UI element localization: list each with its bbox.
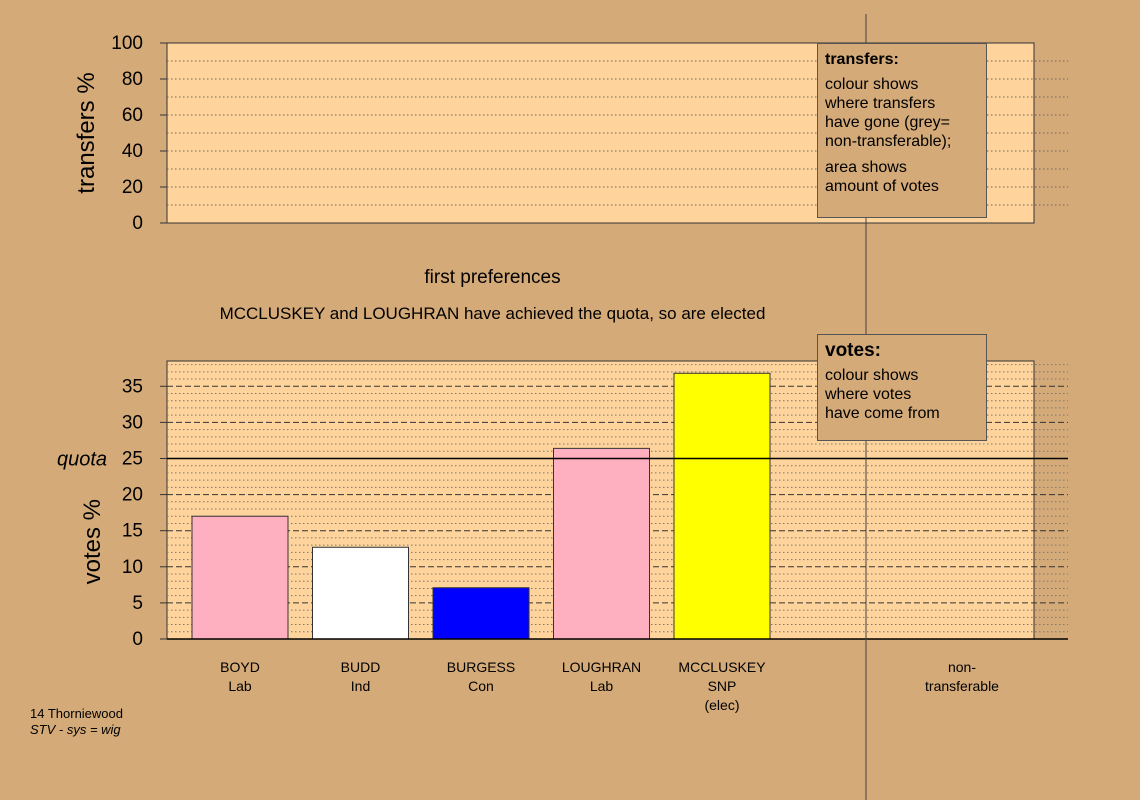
chart-subtitle: MCCLUSKEY and LOUGHRAN have achieved the… [219, 304, 766, 323]
votes-legend-line: colour shows [825, 367, 919, 384]
candidate-label: LOUGHRAN Lab [532, 658, 672, 696]
votes-y-tick-label: 35 [122, 376, 143, 397]
candidate-party: Ind [350, 678, 371, 694]
transfers-y-tick-label: 20 [122, 177, 143, 198]
bar-boyd [191, 515, 289, 640]
candidate-name: BUDD [340, 659, 381, 675]
votes-y-axis-label: votes % [79, 499, 106, 584]
transfers-legend-title: transfers: [825, 51, 899, 68]
nontransferable-label: non- transferable [892, 658, 1032, 696]
candidate-name: BURGESS [446, 659, 516, 675]
ward-name: 14 Thorniewood [30, 706, 123, 721]
votes-y-tick-label: 15 [122, 521, 143, 542]
transfers-y-tick-label: 100 [111, 33, 143, 54]
candidate-name: BOYD [220, 659, 260, 675]
nontransferable-label-line: transferable [925, 678, 999, 694]
nontransferable-label-line: non- [947, 659, 977, 675]
votes-y-tick-label: 10 [122, 557, 143, 578]
candidate-label: BOYD Lab [170, 658, 310, 696]
transfers-legend-line: amount of votes [825, 178, 939, 195]
candidate-name: MCCLUSKEY [678, 659, 766, 675]
candidate-name: LOUGHRAN [561, 659, 642, 675]
votes-legend-line: where votes [825, 386, 912, 403]
transfers-y-tick-label: 0 [132, 213, 143, 234]
bar-mccluskey [673, 372, 771, 640]
chart-title: first preferences [424, 267, 561, 288]
transfers-y-axis-label: transfers % [73, 72, 100, 193]
bar-loughran [553, 447, 650, 640]
transfers-y-tick-label: 80 [122, 69, 143, 90]
votes-legend-line: have come from [825, 405, 940, 422]
transfers-y-tick-label: 40 [122, 141, 143, 162]
transfers-legend-line: have gone (grey= [825, 114, 950, 131]
votes-y-tick-label: 5 [132, 593, 143, 614]
votes-y-tick-label: 0 [132, 629, 143, 650]
candidate-party: SNP [707, 678, 737, 694]
quota-label: quota [57, 448, 107, 470]
candidate-label: MCCLUSKEY SNP (elec) [652, 658, 792, 715]
transfers-y-tick-label: 60 [122, 105, 143, 126]
bar-burgess [432, 587, 530, 640]
votes-legend-title: votes: [825, 340, 881, 361]
candidate-party: Con [468, 678, 494, 694]
transfers-legend-line: area shows [825, 159, 907, 176]
transfers-legend: transfers: colour shows where transfers … [817, 43, 987, 218]
votes-y-tick-label: 25 [122, 448, 143, 469]
votes-y-tick-label: 20 [122, 485, 143, 506]
votes-legend: votes: colour shows where votes have com… [817, 334, 987, 441]
transfers-legend-line: non-transferable); [825, 133, 952, 150]
footer: 14 Thorniewood STV - sys = wig [30, 706, 123, 738]
candidate-extra: (elec) [704, 697, 740, 713]
transfers-legend-line: where transfers [825, 95, 936, 112]
voting-system: STV - sys = wig [30, 722, 121, 737]
bar-budd [312, 546, 409, 640]
candidate-party: Lab [589, 678, 614, 694]
candidate-label: BURGESS Con [411, 658, 551, 696]
candidate-label: BUDD Ind [291, 658, 431, 696]
votes-y-tick-label: 30 [122, 412, 143, 433]
transfers-legend-line: colour shows [825, 76, 919, 93]
candidate-party: Lab [228, 678, 252, 694]
